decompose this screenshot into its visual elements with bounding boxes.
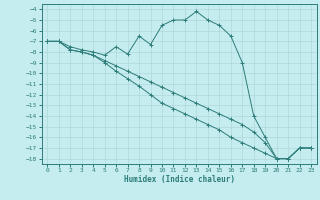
X-axis label: Humidex (Indice chaleur): Humidex (Indice chaleur): [124, 175, 235, 184]
